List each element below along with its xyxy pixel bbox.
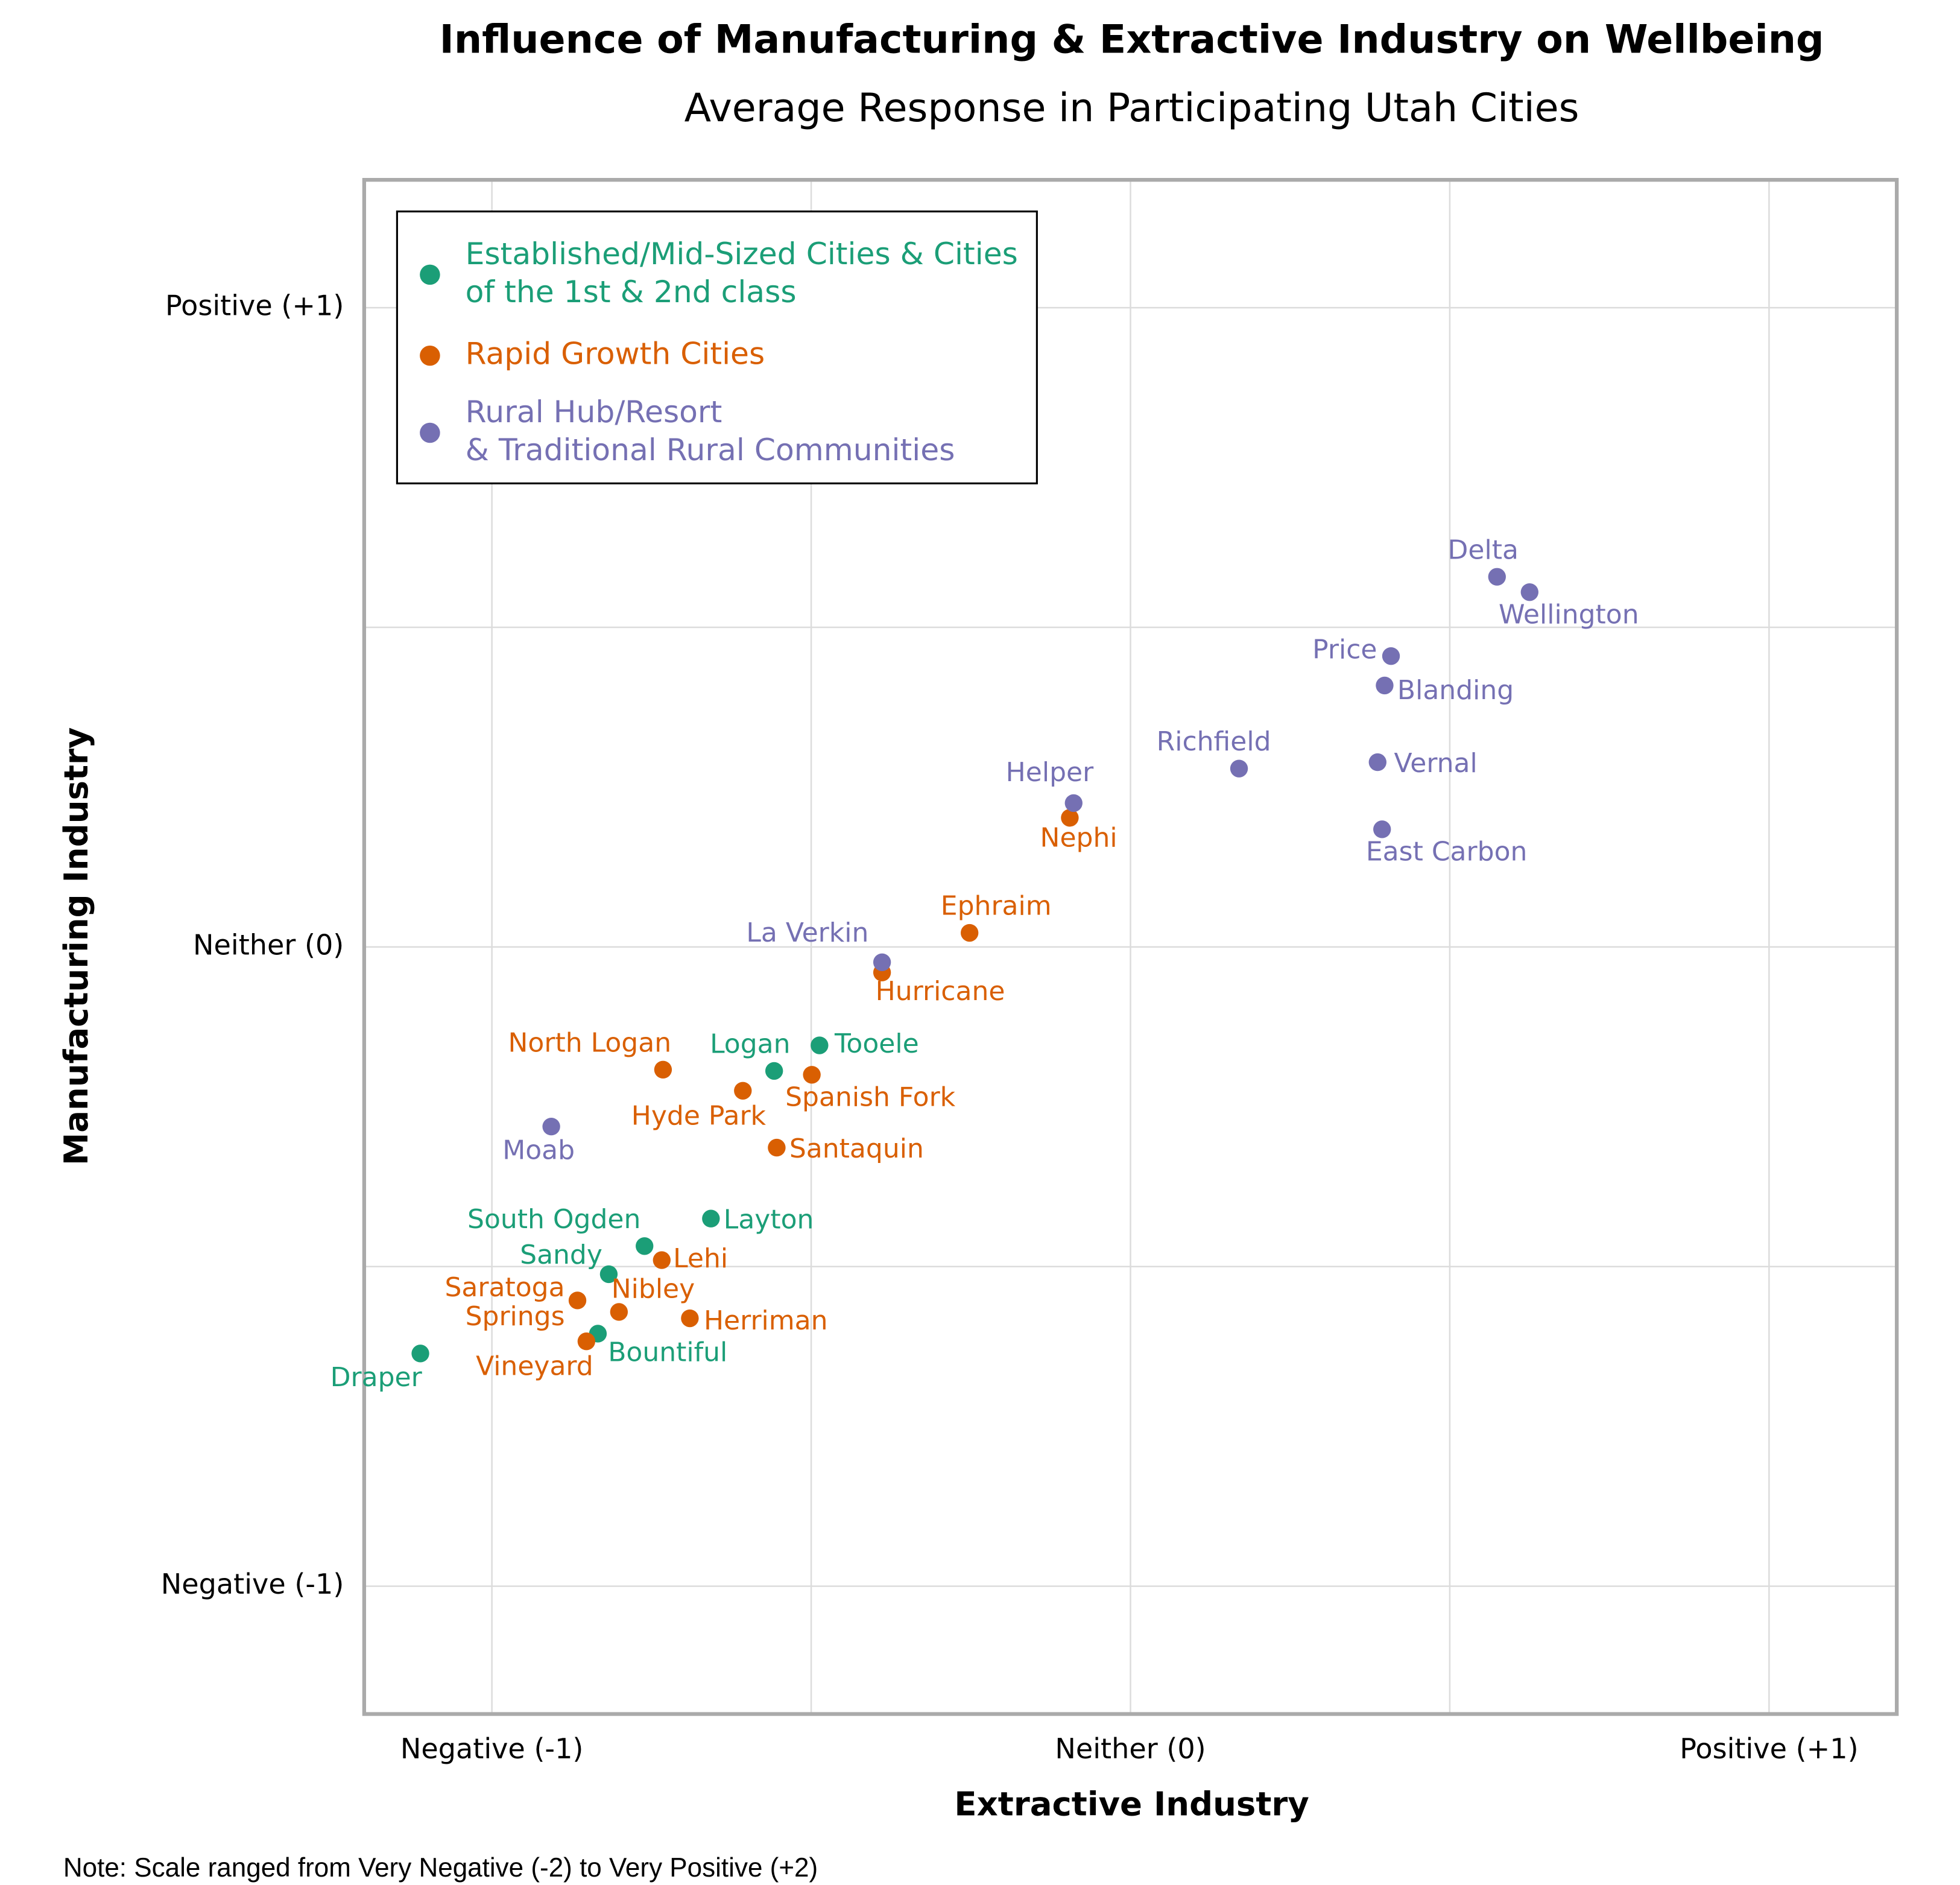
point-label: Nephi <box>1040 822 1118 853</box>
point <box>1382 647 1400 665</box>
y-tick-label: Neither (0) <box>193 928 344 961</box>
plot-border <box>362 177 1899 1716</box>
point <box>411 1345 429 1363</box>
point-label: Santaquin <box>789 1133 924 1164</box>
point-label: Wellington <box>1499 600 1639 630</box>
note: Note: Scale ranged from Very Negative (-… <box>63 1853 818 1883</box>
point <box>734 1082 752 1100</box>
y-tick-label: Negative (-1) <box>161 1568 344 1600</box>
point-label: Lehi <box>673 1243 728 1274</box>
point <box>577 1332 596 1351</box>
point <box>1368 753 1386 771</box>
y-tick-label: Positive (+1) <box>165 290 344 322</box>
point-label: Saratoga Springs <box>444 1272 564 1332</box>
point-label: Herriman <box>704 1305 828 1336</box>
point-label: South Ogden <box>467 1204 640 1235</box>
point <box>768 1138 786 1157</box>
chart-subtitle: Average Response in Participating Utah C… <box>684 86 1579 131</box>
legend-marker <box>420 345 440 366</box>
point-label: Blanding <box>1397 675 1514 706</box>
point-label: East Carbon <box>1366 837 1528 867</box>
legend-label: Rapid Growth Cities <box>466 335 765 371</box>
y-axis-title: Manufacturing Industry <box>57 727 95 1165</box>
point <box>1230 759 1248 778</box>
point-label: Bountiful <box>608 1337 727 1368</box>
point-label: La Verkin <box>746 917 868 948</box>
x-tick-label: Positive (+1) <box>1680 1732 1858 1765</box>
point-label: Price <box>1312 634 1377 665</box>
point-label: Tooele <box>834 1028 919 1059</box>
point-label: Layton <box>724 1204 814 1235</box>
legend-label: Rural Hub/Resort & Traditional Rural Comm… <box>466 394 955 467</box>
point <box>610 1303 628 1321</box>
point-label: Delta <box>1448 534 1519 565</box>
point-label: Hyde Park <box>631 1100 767 1131</box>
point <box>1488 568 1506 586</box>
point <box>542 1117 560 1136</box>
chart-title: Influence of Manufacturing & Extractive … <box>440 17 1824 63</box>
point <box>1373 820 1391 838</box>
point-label: North Logan <box>508 1027 672 1058</box>
point-label: Ephraim <box>941 891 1052 922</box>
legend-marker <box>420 422 440 443</box>
point <box>765 1062 783 1080</box>
point <box>568 1291 587 1310</box>
point-label: Richfield <box>1157 726 1271 757</box>
point-label: Vineyard <box>476 1351 593 1382</box>
legend-label: Established/Mid-Sized Cities & Cities of … <box>466 235 1018 309</box>
point-label: Moab <box>502 1135 575 1166</box>
point-label: Hurricane <box>876 976 1005 1007</box>
point <box>1061 809 1079 827</box>
point-label: Draper <box>330 1362 423 1393</box>
point-label: Vernal <box>1394 748 1478 779</box>
point <box>653 1251 671 1269</box>
point <box>873 953 891 971</box>
point <box>1520 583 1538 601</box>
point <box>599 1265 618 1284</box>
point-label: Logan <box>710 1028 791 1059</box>
point-label: Sandy <box>520 1240 602 1270</box>
x-tick-label: Neither (0) <box>1055 1732 1206 1765</box>
legend-box <box>396 210 1038 484</box>
point <box>803 1066 821 1084</box>
point <box>654 1060 672 1079</box>
point <box>636 1237 654 1255</box>
point <box>1064 794 1083 813</box>
point <box>681 1309 699 1328</box>
point-label: Spanish Fork <box>785 1082 956 1113</box>
point-label: Helper <box>1006 757 1094 788</box>
point <box>961 923 979 942</box>
point <box>811 1036 829 1054</box>
point <box>702 1209 720 1228</box>
point <box>1376 676 1394 695</box>
x-tick-label: Negative (-1) <box>400 1732 584 1765</box>
x-axis-title: Extractive Industry <box>954 1785 1309 1823</box>
point-label: Nibley <box>612 1273 695 1304</box>
legend-marker <box>420 264 440 285</box>
